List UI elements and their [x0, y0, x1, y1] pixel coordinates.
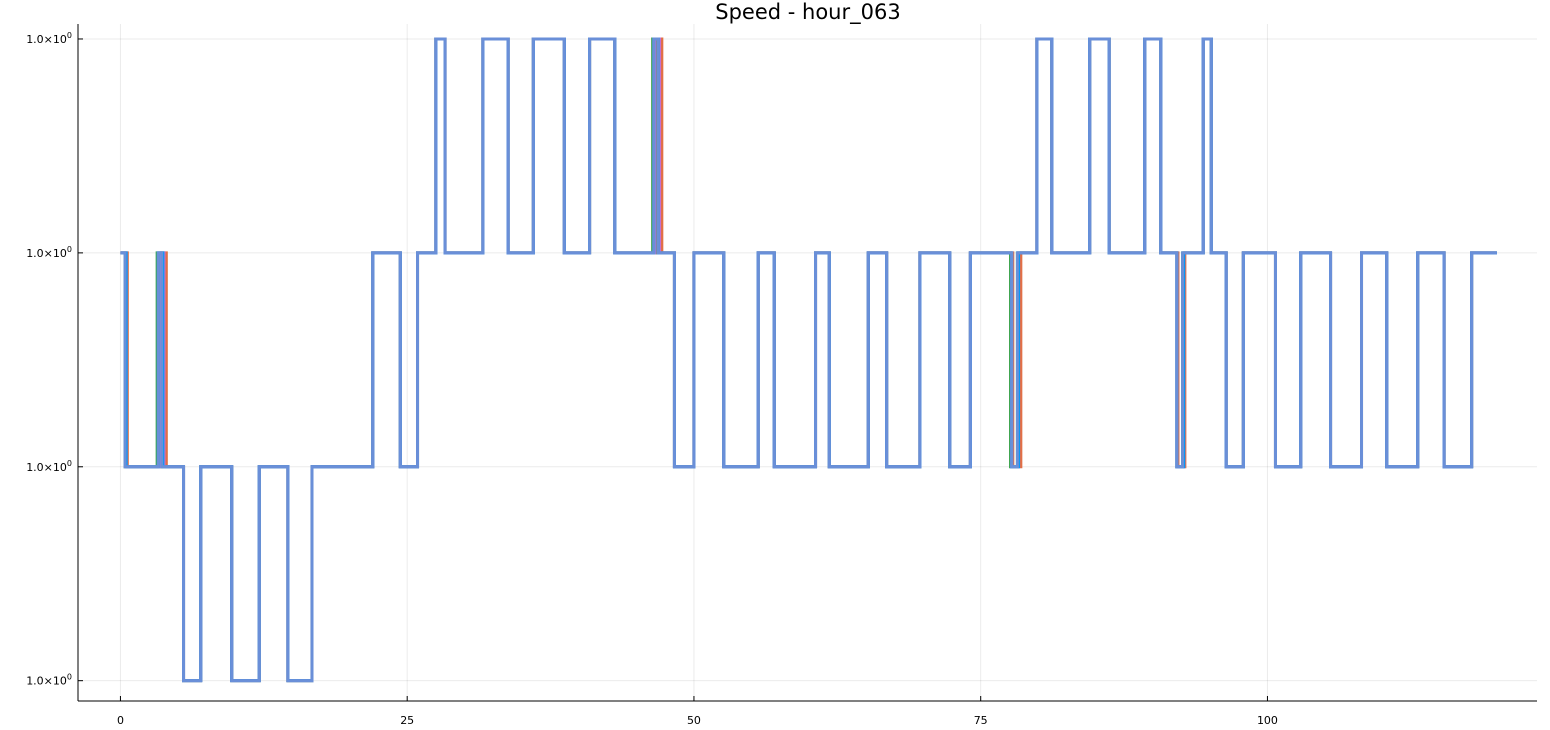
y-tick-label: 1.0×100: [26, 245, 72, 260]
x-tick-label: 100: [1257, 714, 1278, 727]
x-tick-label: 0: [117, 714, 124, 727]
y-tick-label: 1.0×100: [26, 31, 72, 46]
x-tick-label: 25: [400, 714, 414, 727]
y-tick-label: 1.0×100: [26, 673, 72, 688]
series-line: [120, 37, 1497, 683]
x-tick-label: 50: [687, 714, 701, 727]
y-ticks: 1.0×100 1.0×100 1.0×100 1.0×100: [26, 31, 83, 688]
series-group: [120, 37, 1497, 683]
axes: [77, 24, 1537, 702]
y-tick-label: 1.0×100: [26, 459, 72, 474]
x-tick-label: 75: [974, 714, 988, 727]
x-ticks: 0 25 50 75 100: [117, 696, 1278, 727]
chart-title: Speed - hour_063: [715, 0, 900, 25]
